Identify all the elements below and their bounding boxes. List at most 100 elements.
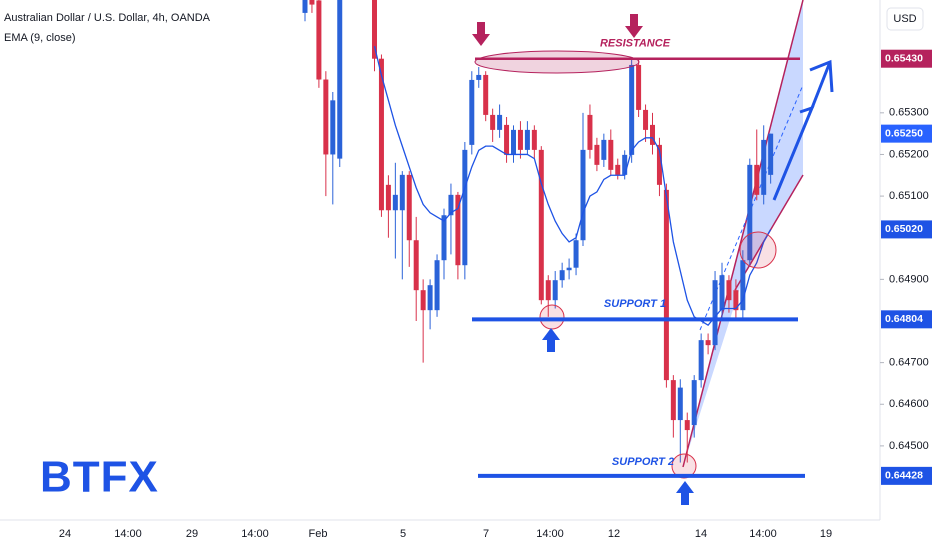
- candle-body: [372, 0, 377, 59]
- candle-body: [566, 267, 572, 271]
- level-label: SUPPORT 1: [604, 298, 666, 310]
- x-tick-label: 14:00: [114, 528, 142, 540]
- candle-body: [552, 280, 558, 301]
- price-tag-label: 0.65250: [885, 127, 923, 139]
- candle-body: [663, 189, 669, 381]
- candle-body: [622, 154, 628, 175]
- candle-body: [469, 79, 475, 145]
- y-tick-label: 0.64500: [889, 440, 929, 452]
- candle-body: [670, 380, 676, 421]
- candle-body: [504, 124, 510, 155]
- currency-box[interactable]: [886, 7, 924, 31]
- x-tick-label: 7: [483, 528, 489, 540]
- up-arrow: [676, 481, 694, 505]
- y-tick-label: 0.65100: [889, 190, 929, 202]
- candle-body: [316, 0, 322, 80]
- x-tick-label: 14: [695, 528, 707, 540]
- candle-body: [656, 144, 662, 185]
- x-tick-label: 14:00: [536, 528, 564, 540]
- candle-body: [517, 129, 523, 150]
- candle-body: [684, 420, 690, 431]
- x-tick-label: 14:00: [241, 528, 269, 540]
- down-arrow: [472, 22, 490, 46]
- candle-body: [754, 164, 760, 195]
- candle-body: [559, 270, 565, 281]
- y-tick-label: 0.65300: [889, 107, 929, 119]
- annotations: [472, 14, 834, 505]
- candle-body: [545, 280, 551, 301]
- plot-area: [302, 0, 804, 468]
- candle-body: [330, 100, 336, 155]
- candle-body: [650, 124, 655, 145]
- level-label: RESISTANCE: [600, 38, 671, 50]
- price-tag-label: 0.65430: [885, 52, 923, 64]
- x-tick-label: 24: [59, 528, 71, 540]
- price-tag-label: 0.64428: [885, 470, 923, 482]
- x-tick-label: 19: [820, 528, 832, 540]
- candle-body: [302, 0, 308, 13]
- highlight-circle: [539, 304, 565, 330]
- candle-body: [392, 194, 398, 211]
- x-tick-label: 12: [608, 528, 620, 540]
- candle-body: [747, 164, 753, 261]
- y-tick-label: 0.64700: [889, 357, 929, 369]
- channel-upper: [682, 0, 804, 468]
- candle-body: [378, 58, 384, 211]
- candle-body: [629, 64, 635, 155]
- candle-body: [413, 240, 419, 291]
- indicator-label: EMA (9, close): [4, 32, 76, 44]
- candle-body: [441, 215, 447, 261]
- x-tick-label: 29: [186, 528, 198, 540]
- candle-body: [524, 129, 530, 150]
- price-tag: [881, 220, 932, 239]
- candle-body: [677, 387, 683, 421]
- candle-body: [636, 64, 642, 110]
- candle-body: [573, 240, 579, 268]
- price-tag: [881, 49, 932, 68]
- candle-body: [740, 260, 746, 311]
- price-tag: [881, 310, 932, 329]
- candle-body: [476, 74, 482, 80]
- highlight-circle: [671, 453, 697, 479]
- highlight-circle: [739, 231, 777, 269]
- candle-body: [427, 285, 433, 311]
- level-label: SUPPORT 2: [612, 456, 674, 468]
- y-tick-label: 0.64600: [889, 398, 929, 410]
- candle-body: [643, 109, 649, 130]
- candle-body: [726, 280, 732, 301]
- candle-body: [483, 74, 489, 115]
- candle-body: [580, 149, 586, 241]
- candle-body: [615, 164, 621, 175]
- x-tick-label: 14:00: [749, 528, 777, 540]
- candle-body: [768, 133, 774, 175]
- candle-body: [385, 184, 391, 211]
- candle-body: [511, 129, 516, 155]
- candle-body: [323, 79, 329, 155]
- y-tick-label: 0.65200: [889, 148, 929, 160]
- candle-body: [462, 149, 468, 266]
- chart-title: Australian Dollar / U.S. Dollar, 4h, OAN…: [4, 12, 211, 24]
- candle-body: [538, 149, 544, 301]
- currency: USD: [893, 13, 916, 25]
- logo: BTFX: [40, 453, 159, 502]
- candle-body: [309, 0, 315, 5]
- x-tick-label: 5: [400, 528, 406, 540]
- candle-body: [448, 194, 454, 216]
- candle-body: [587, 114, 593, 150]
- candle-body: [337, 0, 343, 159]
- candle-body: [420, 290, 426, 311]
- up-arrow: [542, 328, 560, 352]
- price-tag-label: 0.65020: [885, 223, 923, 235]
- candle-body: [601, 139, 607, 160]
- candle-body: [712, 280, 718, 346]
- candle-body: [594, 144, 600, 165]
- candle-body: [531, 129, 537, 150]
- ema-line: [373, 46, 772, 326]
- candle-body: [719, 275, 725, 311]
- candle-body: [455, 194, 461, 266]
- x-tick-label: Feb: [309, 528, 328, 540]
- candle-body: [691, 380, 697, 426]
- candle-body: [705, 340, 711, 346]
- candle-body: [608, 139, 614, 170]
